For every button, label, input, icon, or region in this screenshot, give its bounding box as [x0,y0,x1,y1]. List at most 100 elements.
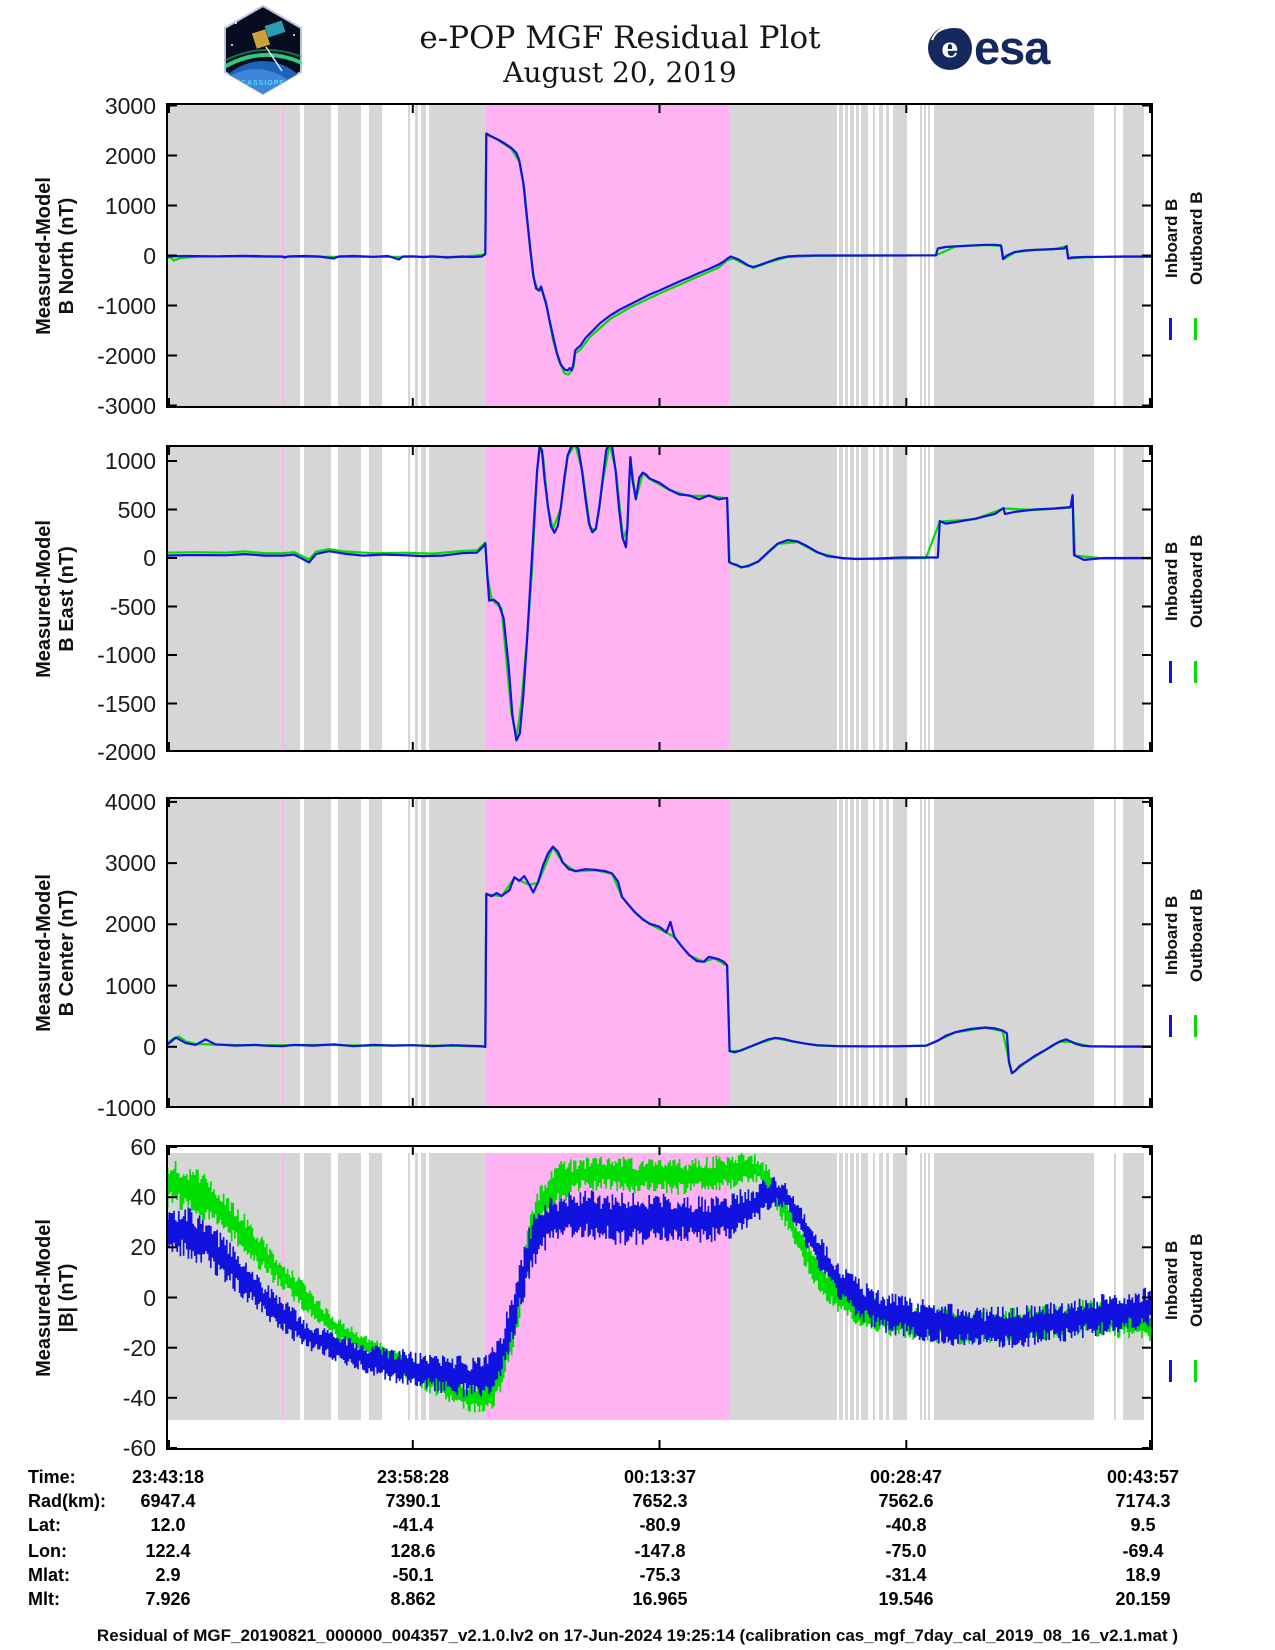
legend-label-outboard-b: Outboard B [1187,1232,1206,1327]
legend-label-inboard-b: Inboard B [1162,894,1181,975]
series-band-inboard-b [166,1176,1153,1398]
plot-series-canvas-2 [166,445,1153,752]
y-tick-label: -1000 [97,642,156,668]
table-row-label-time: Time: [28,1467,76,1487]
shade-region-gray [414,798,418,1107]
legend-swatch-inboard-b [1169,1359,1172,1382]
y-tick-label: -2000 [97,342,156,369]
plot-panel-2 [166,445,1153,752]
table-cell: -40.8 [885,1515,927,1535]
table-cell: 122.4 [145,1541,191,1561]
table-cell: 16.965 [632,1589,688,1609]
plot-series-canvas-1 [166,103,1153,408]
shade-region-gray [860,446,868,751]
series-band-outboard-b [166,1153,1153,1413]
table-cell: -50.1 [392,1565,434,1585]
esa-wordmark: esa [974,21,1050,74]
shade-region-gray [304,446,331,751]
y-tick-label: 500 [117,496,156,523]
y-tick-label: 20 [130,1234,156,1261]
shade-region-gray [920,1153,923,1421]
legend-label-inboard-b: Inboard B [1162,1239,1181,1320]
series-line-outboard-b [166,846,1153,1075]
table-cell: 18.9 [1125,1565,1161,1585]
axis-label-line2: B Center (nT) [56,889,78,1016]
shade-region-gray [369,104,383,407]
table-cell: 128.6 [390,1541,436,1561]
table-cell: 23:58:28 [376,1467,450,1487]
shade-region-gray [304,1153,331,1421]
shade-region-gray [924,1153,926,1421]
legend-label-inboard-b: Inboard B [1162,197,1181,278]
y-tick-label: -1500 [97,690,156,717]
axis-label-2: Measured-Model B East (nT) [33,520,79,678]
shade-region-gray [920,798,923,1107]
footer-provenance-text: Residual of MGF_20190821_000000_004357_v… [96,1626,1179,1645]
shade-region-gray [893,446,908,751]
series-line-outboard-b [166,445,1153,740]
axis-label-1: Measured-Model B North (nT) [33,177,79,335]
axis-label-line1: Measured-Model [33,519,55,678]
page-title: e-POP MGF Residual Plot [419,20,821,56]
shade-region-gray [1123,446,1145,751]
legend-label-outboard-b: Outboard B [1187,190,1206,285]
table-row-label-radkm: Rad(km): [28,1491,107,1511]
shade-region-gray [845,798,848,1107]
shade-region-gray [304,798,331,1107]
shade-region-gray [845,446,848,751]
shade-region-pink [485,104,729,407]
svg-text:CASSIOPE: CASSIOPE [241,80,285,87]
y-tick-label: -40 [122,1384,156,1411]
shade-region-gray [1113,446,1117,751]
legend-swatch-outboard-b [1194,1014,1197,1037]
shade-region-gray [855,798,859,1107]
esa-logo: e esa [926,22,1076,74]
y-tick-label: -20 [122,1334,156,1361]
shade-region-gray [284,446,301,751]
shade-region-gray [855,446,859,751]
shade-region-gray [920,446,923,751]
y-tick-label: -2000 [97,739,156,765]
shade-region-gray [933,446,1094,751]
legend-swatch-outboard-b [1194,660,1197,683]
shade-region-pink [485,446,729,751]
table-cell: 12.0 [150,1515,186,1535]
shade-region-gray [893,1153,908,1421]
plot-panel-4 [166,1145,1153,1450]
shade-region-gray [839,446,844,751]
legend-swatch-inboard-b [1169,317,1172,340]
y-tick-label: 3000 [104,92,156,119]
plot-panel-1 [166,103,1153,408]
shade-region-gray [414,446,418,751]
y-tick-label: 1000 [104,972,156,999]
table-cell: -31.4 [885,1565,927,1585]
y-tick-label: -1000 [97,292,156,319]
shade-region-gray [728,446,838,751]
table-cell: 00:43:57 [1106,1467,1180,1487]
table-cell: 20.159 [1115,1589,1171,1609]
shade-region-gray [893,798,908,1107]
shade-region-gray [878,798,883,1107]
shade-region-gray [728,798,838,1107]
y-tick-label: 4000 [104,788,156,815]
shade-region-gray [166,446,283,751]
legend-label-inboard-b: Inboard B [1162,540,1181,621]
shade-region-gray [1113,798,1117,1107]
y-tick-label: -3000 [97,392,156,419]
shade-region-gray [927,446,930,751]
table-cell: 7562.6 [878,1491,934,1511]
shade-region-gray [428,446,486,751]
shade-region-pink [282,446,285,751]
shade-region-gray [1123,1153,1145,1421]
shade-region-pink [282,104,285,407]
shade-region-gray [924,446,926,751]
shade-region-gray [933,1153,1094,1421]
y-tick-label: 1000 [104,448,156,474]
shade-region-gray [420,104,426,407]
shade-region-gray [872,446,875,751]
y-tick-label: -60 [122,1434,156,1461]
svg-text:e: e [941,33,958,64]
shade-region-gray [927,1153,930,1421]
shade-region-gray [1123,798,1145,1107]
legend-swatch-outboard-b [1194,1359,1197,1382]
